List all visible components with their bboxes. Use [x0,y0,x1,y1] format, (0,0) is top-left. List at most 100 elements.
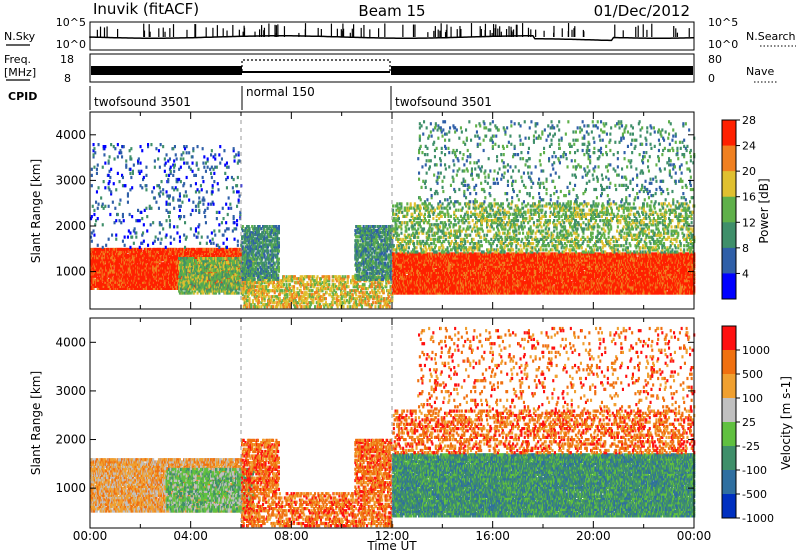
echo-cell [155,262,158,266]
echo-cell [95,276,98,280]
nsky-label: N.Sky [4,30,36,43]
echo-cell [142,282,145,286]
echo-cell [285,283,288,287]
nave-ytick-bottom: 0 [708,72,715,85]
echo-cell [173,264,176,268]
echo-cell [105,276,108,280]
echo-cell [125,276,128,280]
echo-cell [158,266,161,270]
echo-cell [159,260,162,264]
echo-cell [113,260,116,264]
echo-cell [127,260,130,264]
echo-cell [132,252,135,256]
echo-cell [184,254,187,258]
echo-cell [160,254,163,258]
echo-cell [296,287,299,291]
echo-cell [172,266,175,270]
echo-cell [101,264,104,268]
echo-cell [108,258,111,262]
echo-cell [137,268,140,272]
echo-cell [98,272,101,276]
echo-cell [128,262,131,266]
echo-cell [328,275,331,279]
echo-cell [120,256,123,260]
nave-trace [241,59,391,71]
freq-label-2: [MHz] [4,66,36,79]
echo-cell [145,262,148,266]
echo-cell [172,260,175,264]
echo-cell [144,249,147,254]
echo-cell [107,247,110,252]
cpid-segment-1: twofsound 3501 [94,95,191,109]
echo-cell [167,278,170,282]
freq-ytick-bottom: 8 [64,72,71,85]
echo-cell [168,278,171,282]
echo-cell [154,270,157,274]
echo-cell [116,262,119,266]
echo-cell [96,270,99,274]
echo-cell [191,254,194,258]
echo-cell [346,305,349,309]
echo-cell [131,270,134,274]
echo-cell [114,278,117,282]
echo-cell [142,286,145,290]
echo-cell [125,264,128,268]
echo-cell [167,256,170,260]
echo-cell [170,256,173,260]
echo-cell [147,284,150,288]
echo-cell [152,264,155,268]
echo-cell [108,266,111,270]
echo-cell [125,268,128,272]
echo-cell [159,274,162,278]
echo-cell [161,278,164,282]
echo-cell [168,264,171,268]
echo-cell [112,256,115,260]
echo-cell [99,282,102,286]
echo-cell [102,266,105,270]
echo-cell [142,276,145,280]
echo-cell [92,282,95,286]
echo-cell [137,262,140,266]
echo-cell [152,274,155,278]
nave-label: Nave [746,65,774,78]
echo-cell [157,254,160,258]
nsky-panel: N.Sky 10^5 10^0 10^5 10^0 N.Search [4,16,796,51]
echo-cell [112,247,115,252]
echo-cell [157,260,160,264]
echo-cell [176,278,179,282]
echo-cell [119,286,122,290]
echo-cell [174,258,177,262]
echo-cell [140,270,143,274]
echo-cell [132,274,135,278]
echo-cell [355,293,358,297]
echo-cell [116,249,119,254]
echo-cell [151,274,154,278]
echo-cell [168,260,171,264]
echo-cell [90,284,93,288]
echo-cell [118,282,121,286]
echo-cell [100,280,103,284]
echo-cell [166,286,169,290]
echo-cell [314,305,317,309]
echo-cell [248,297,251,301]
echo-cell [131,268,134,272]
echo-cell [135,252,138,256]
date-title: 01/Dec/2012 [594,2,690,20]
echo-cell [288,283,291,287]
echo-cell [118,276,121,280]
echo-cell [193,247,196,252]
echo-cell [122,276,125,280]
echo-cell [135,276,138,280]
echo-cell [100,262,103,266]
echo-cell [96,252,99,256]
echo-cell [173,260,176,264]
echo-cell [95,284,98,288]
echo-cell [170,254,173,258]
echo-cell [125,258,128,262]
echo-cell [142,278,145,282]
echo-cell [126,282,129,286]
echo-cell [153,282,156,286]
echo-cell [173,270,176,274]
echo-cell [124,272,127,276]
echo-cell [273,301,276,305]
